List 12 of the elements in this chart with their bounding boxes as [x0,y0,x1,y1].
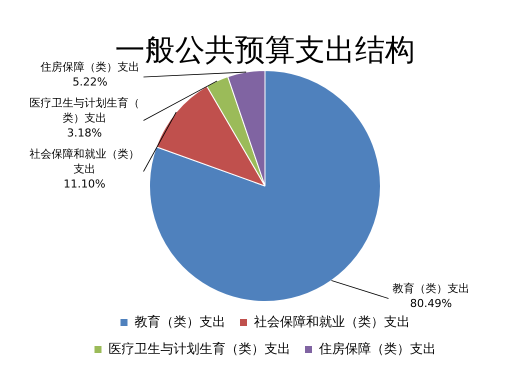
legend-label: 教育（类）支出 [134,314,226,330]
legend-label: 医疗卫生与计划生育（类）支出 [108,340,290,357]
slice-label: 医疗卫生与计划生育（类）支出 [30,96,140,124]
data-label: 5.22% [72,75,108,88]
data-label: 11.10% [64,177,106,190]
legend-label: 住房保障（类）支出 [318,340,436,357]
data-label: 80.49% [410,296,452,310]
slice-label: 住房保障（类）支出 [40,60,140,74]
slice-label: 社会保障和就业（类）支出 [30,147,140,176]
legend-label: 社会保障和就业（类）支出 [254,314,410,330]
data-label: 3.18% [67,126,102,140]
slice-label: 教育（类）支出 [392,282,470,295]
